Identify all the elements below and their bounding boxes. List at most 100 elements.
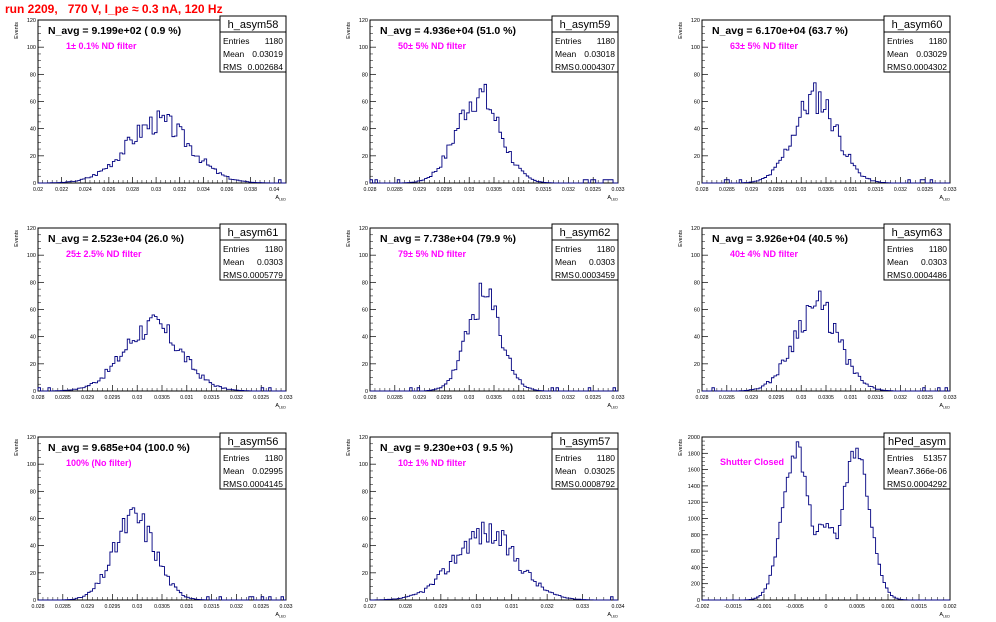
x-tick-label: 0.031 bbox=[180, 604, 193, 610]
x-tick-label: 0.0295 bbox=[768, 395, 784, 401]
y-axis-title: Events bbox=[14, 22, 20, 39]
stat-key-entries: Entries bbox=[223, 36, 249, 46]
x-tick-label: 0.031 bbox=[512, 395, 525, 401]
stat-value-rms: 0.0008792 bbox=[575, 479, 615, 489]
histogram-panel-h_asym62: 0 20 40 60 80 100 120 0.028 0.0285 0.029 0.0295 0.0… bbox=[346, 223, 625, 410]
y-tick-label: 600 bbox=[691, 549, 700, 555]
histogram-line bbox=[370, 282, 618, 392]
y-tick-label: 0 bbox=[33, 598, 36, 604]
x-tick-label: 0.032 bbox=[894, 187, 907, 193]
x-tick-label: 0.03 bbox=[132, 604, 142, 610]
y-tick-label: 80 bbox=[30, 280, 36, 286]
y-tick-label: 60 bbox=[362, 308, 368, 314]
y-tick-label: 120 bbox=[27, 435, 36, 441]
histogram-line bbox=[702, 82, 950, 184]
y-axis-title: Events bbox=[678, 230, 684, 247]
stat-key-mean: Mean bbox=[555, 466, 577, 476]
x-tick-label: 0.028 bbox=[399, 604, 412, 610]
histogram-name: h_asym59 bbox=[560, 19, 611, 31]
y-tick-label: 200 bbox=[691, 582, 700, 588]
stats-box bbox=[551, 15, 619, 73]
stat-value-mean: -7.366e-06 bbox=[906, 466, 947, 476]
y-tick-label: 0 bbox=[33, 389, 36, 395]
x-tick-label: 0.0315 bbox=[204, 395, 220, 401]
y-axis-title: Events bbox=[346, 22, 352, 39]
x-tick-label: 0.0285 bbox=[55, 395, 71, 401]
x-tick-label: 0.0315 bbox=[536, 395, 552, 401]
histogram-line bbox=[370, 521, 618, 601]
x-tick-label: 0.0005 bbox=[849, 604, 865, 610]
stat-key-mean: Mean bbox=[887, 257, 909, 267]
y-tick-label: 80 bbox=[362, 489, 368, 495]
x-tick-label: 0.033 bbox=[576, 604, 589, 610]
x-tick-label: -0.0015 bbox=[724, 604, 742, 610]
y-tick-label: 100 bbox=[359, 462, 368, 468]
y-tick-label: 0 bbox=[697, 389, 700, 395]
stat-value-mean: 0.03025 bbox=[584, 466, 615, 476]
x-tick-label: 0.0325 bbox=[585, 187, 601, 193]
n-avg-label: N_avg = 4.936e+04 (51.0 %) bbox=[380, 25, 516, 37]
histogram-name: h_asym63 bbox=[892, 227, 943, 239]
x-tick-label: 0.001 bbox=[882, 604, 895, 610]
x-tick-label: 0.0295 bbox=[104, 395, 120, 401]
stat-key-rms: RMS bbox=[887, 270, 906, 280]
x-tick-label: 0.031 bbox=[180, 395, 193, 401]
stat-value-rms: 0.0004486 bbox=[907, 270, 947, 280]
x-tick-label: 0.0305 bbox=[818, 187, 834, 193]
histogram-line bbox=[702, 441, 950, 601]
histogram-name: h_asym58 bbox=[228, 19, 279, 31]
y-tick-label: 60 bbox=[30, 308, 36, 314]
histogram-panel-h_asym56: 0 20 40 60 80 100 120 0.028 0.0285 0.029 0.0295 0.0… bbox=[14, 432, 293, 619]
stat-key-mean: Mean bbox=[223, 49, 245, 59]
x-tick-label: 0.02 bbox=[33, 187, 43, 193]
run-title: run 2209, 770 V, I_pe ≈ 0.3 nA, 120 Hz bbox=[5, 2, 223, 16]
histogram-line bbox=[369, 83, 618, 184]
stats-box bbox=[219, 223, 287, 281]
stat-value-rms: 0.0005779 bbox=[243, 270, 283, 280]
x-tick-label: 0.029 bbox=[413, 187, 426, 193]
y-tick-label: 60 bbox=[30, 100, 36, 106]
histogram-name: h_asym61 bbox=[228, 227, 279, 239]
histogram-line bbox=[37, 314, 286, 392]
x-tick-label: 0.028 bbox=[696, 187, 709, 193]
x-tick-label: 0.0325 bbox=[253, 604, 269, 610]
stats-box bbox=[883, 223, 951, 281]
y-tick-label: 80 bbox=[30, 489, 36, 495]
stat-value-rms: 0.0003459 bbox=[575, 270, 615, 280]
y-tick-label: 0 bbox=[365, 181, 368, 187]
x-tick-label: 0.0305 bbox=[818, 395, 834, 401]
histogram-panel-h_asym58: 0 20 40 60 80 100 120 0.02 0.022 0.024 0.026 0.028 0… bbox=[14, 15, 287, 202]
stat-value-mean: 0.0303 bbox=[589, 257, 615, 267]
x-tick-label: 0.0315 bbox=[536, 187, 552, 193]
stat-key-entries: Entries bbox=[223, 453, 249, 463]
x-tick-label: 0.0285 bbox=[387, 187, 403, 193]
stat-key-mean: Mean bbox=[555, 49, 577, 59]
x-tick-label: 0.0325 bbox=[585, 395, 601, 401]
stat-key-entries: Entries bbox=[223, 244, 249, 254]
y-tick-label: 100 bbox=[359, 45, 368, 51]
x-axis-title: ALED bbox=[607, 195, 618, 202]
y-tick-label: 20 bbox=[30, 362, 36, 368]
x-tick-label: 0.029 bbox=[745, 395, 758, 401]
filter-label: 25± 2.5% ND filter bbox=[66, 249, 142, 259]
n-avg-label: N_avg = 2.523e+04 (26.0 %) bbox=[48, 233, 184, 245]
y-tick-label: 20 bbox=[362, 154, 368, 160]
y-tick-label: 1600 bbox=[688, 468, 700, 474]
stat-value-entries: 1180 bbox=[597, 244, 616, 254]
x-tick-label: 0.002 bbox=[944, 604, 957, 610]
stat-value-rms: 0.0004145 bbox=[243, 479, 283, 489]
y-tick-label: 40 bbox=[30, 335, 36, 341]
stat-key-rms: RMS bbox=[887, 62, 906, 72]
x-tick-label: 0.0305 bbox=[154, 395, 170, 401]
y-tick-label: 100 bbox=[27, 462, 36, 468]
x-tick-label: 0.033 bbox=[280, 395, 293, 401]
y-tick-label: 40 bbox=[30, 544, 36, 550]
x-tick-label: 0.0325 bbox=[917, 187, 933, 193]
stat-key-mean: Mean bbox=[887, 49, 909, 59]
filter-label: 100% (No filter) bbox=[66, 458, 132, 468]
y-tick-label: 80 bbox=[362, 280, 368, 286]
x-axis-title: ALED bbox=[939, 612, 950, 619]
y-tick-label: 400 bbox=[691, 565, 700, 571]
stat-key-mean: Mean bbox=[555, 257, 577, 267]
stat-value-mean: 0.0303 bbox=[921, 257, 947, 267]
